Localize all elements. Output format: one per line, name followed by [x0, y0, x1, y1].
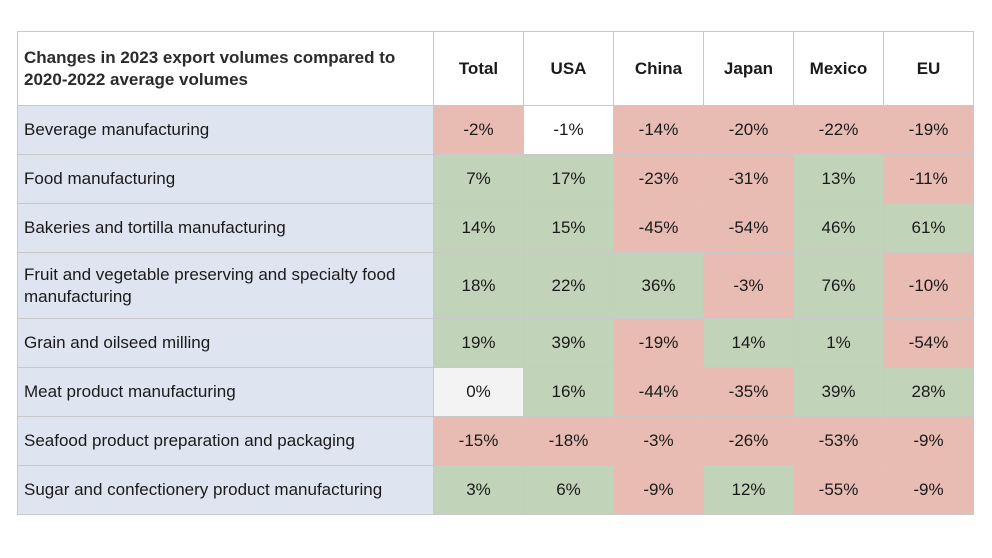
value-cell: 17%	[523, 154, 614, 204]
value-cell: 15%	[523, 203, 614, 253]
value-cell: -26%	[703, 416, 794, 466]
value-cell: -18%	[523, 416, 614, 466]
table-row: Bakeries and tortilla manufacturing 14% 15…	[17, 203, 974, 253]
value-cell: -55%	[793, 465, 884, 515]
table-row: Grain and oilseed milling 19% 39% -19% 14% 1%…	[17, 318, 974, 368]
value-cell: -15%	[433, 416, 524, 466]
value-cell: 61%	[883, 203, 974, 253]
value-cell: 28%	[883, 367, 974, 417]
value-cell: 76%	[793, 252, 884, 319]
value-cell: -23%	[613, 154, 704, 204]
row-label: Grain and oilseed milling	[17, 318, 434, 368]
table-row: Beverage manufacturing -2% -1% -14% -20% -22%…	[17, 105, 974, 155]
value-cell: -9%	[883, 416, 974, 466]
column-header: USA	[523, 31, 614, 106]
value-cell: -53%	[793, 416, 884, 466]
value-cell: -31%	[703, 154, 794, 204]
value-cell: 22%	[523, 252, 614, 319]
row-label: Food manufacturing	[17, 154, 434, 204]
value-cell: 6%	[523, 465, 614, 515]
table-body: Beverage manufacturing -2% -1% -14% -20% -22%…	[17, 105, 974, 515]
table-row: Meat product manufacturing 0% 16% -44% -35% 3…	[17, 367, 974, 417]
value-cell: 3%	[433, 465, 524, 515]
column-header: China	[613, 31, 704, 106]
value-cell: 7%	[433, 154, 524, 204]
value-cell: 46%	[793, 203, 884, 253]
value-cell: -35%	[703, 367, 794, 417]
row-label: Beverage manufacturing	[17, 105, 434, 155]
table-row: Food manufacturing 7% 17% -23% -31% 13% -11%	[17, 154, 974, 204]
value-cell: -3%	[703, 252, 794, 319]
value-cell: 12%	[703, 465, 794, 515]
value-cell: 39%	[523, 318, 614, 368]
row-label: Seafood product preparation and packagin…	[17, 416, 434, 466]
table-row: Seafood product preparation and packagin…	[17, 416, 974, 466]
value-cell: -54%	[883, 318, 974, 368]
value-cell: 13%	[793, 154, 884, 204]
column-header: Total	[433, 31, 524, 106]
value-cell: -11%	[883, 154, 974, 204]
value-cell: -19%	[883, 105, 974, 155]
column-header: EU	[883, 31, 974, 106]
export-volume-table: Changes in 2023 export volumes compared …	[17, 31, 974, 515]
value-cell: 14%	[703, 318, 794, 368]
header-row: Changes in 2023 export volumes compared …	[17, 31, 974, 106]
value-cell: 0%	[433, 367, 524, 417]
value-cell: -3%	[613, 416, 704, 466]
table-row: Sugar and confectionery product manufact…	[17, 465, 974, 515]
value-cell: 1%	[793, 318, 884, 368]
value-cell: 36%	[613, 252, 704, 319]
value-cell: -9%	[613, 465, 704, 515]
value-cell: -1%	[523, 105, 614, 155]
table-row: Fruit and vegetable preserving and speci…	[17, 252, 974, 319]
row-label: Fruit and vegetable preserving and speci…	[17, 252, 434, 319]
value-cell: -54%	[703, 203, 794, 253]
value-cell: -2%	[433, 105, 524, 155]
value-cell: 39%	[793, 367, 884, 417]
column-header: Mexico	[793, 31, 884, 106]
row-label: Bakeries and tortilla manufacturing	[17, 203, 434, 253]
value-cell: 16%	[523, 367, 614, 417]
value-cell: -14%	[613, 105, 704, 155]
row-label: Meat product manufacturing	[17, 367, 434, 417]
row-label: Sugar and confectionery product manufact…	[17, 465, 434, 515]
value-cell: -9%	[883, 465, 974, 515]
value-cell: -10%	[883, 252, 974, 319]
value-cell: -19%	[613, 318, 704, 368]
value-cell: -22%	[793, 105, 884, 155]
column-header: Japan	[703, 31, 794, 106]
value-cell: 19%	[433, 318, 524, 368]
value-cell: 18%	[433, 252, 524, 319]
value-cell: -20%	[703, 105, 794, 155]
value-cell: -45%	[613, 203, 704, 253]
table-title: Changes in 2023 export volumes compared …	[17, 31, 434, 106]
value-cell: 14%	[433, 203, 524, 253]
value-cell: -44%	[613, 367, 704, 417]
